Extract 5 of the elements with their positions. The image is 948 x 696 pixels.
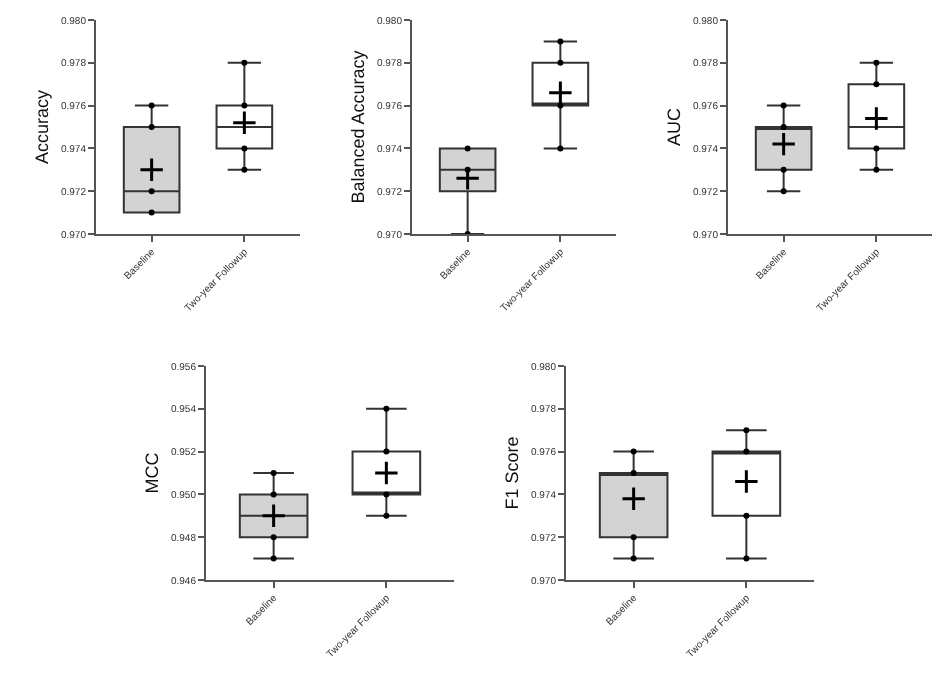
y-axis-title: Accuracy	[31, 88, 52, 165]
y-axis-title: F1 Score	[501, 436, 522, 510]
y-axis-title: AUC	[663, 107, 684, 147]
y-axis-title: Balanced Accuracy	[347, 49, 368, 204]
y-axis-title: MCC	[141, 451, 162, 494]
